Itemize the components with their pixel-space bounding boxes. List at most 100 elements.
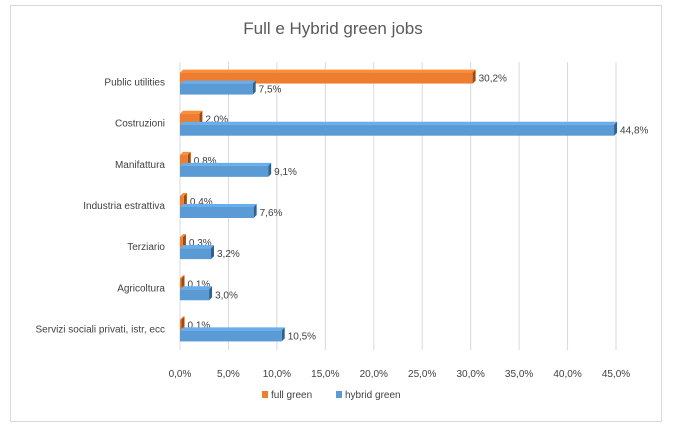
bar-top-face (180, 110, 203, 114)
bar-top-face (180, 162, 272, 166)
bar-hybrid-green: 3,2% (180, 245, 240, 260)
bar-top-face (180, 245, 215, 249)
bar-front-face (180, 113, 200, 125)
bar-full-green: 0,1% (180, 316, 210, 331)
legend-swatch (262, 391, 268, 398)
bar-top-face (180, 286, 213, 290)
bar-side-face (181, 316, 185, 331)
x-tick-label: 5,0% (217, 369, 240, 380)
bar-front-face (180, 165, 269, 177)
bar-front-face (180, 207, 254, 218)
bar-front-face (180, 248, 212, 260)
legend: full green hybrid green (262, 390, 401, 401)
data-label: 0,1% (188, 320, 211, 331)
bar-front-face (180, 237, 183, 249)
x-tick-label: 35,0% (505, 369, 533, 380)
bar-front-face (180, 124, 615, 136)
chart-title: Full e Hybrid green jobs (243, 19, 423, 38)
bar-hybrid-green: 10,5% (180, 327, 316, 342)
legend-item-full-green: full green (262, 390, 312, 401)
bar-top-face (180, 204, 257, 207)
data-label: 10,5% (288, 331, 316, 342)
bar-side-face (187, 151, 191, 166)
x-tick-label: 15,0% (311, 369, 339, 380)
bar-side-face (211, 245, 215, 260)
data-label: 7,5% (259, 85, 282, 96)
category-label: Industria estrattiva (83, 201, 165, 212)
data-label: 0,4% (190, 197, 213, 208)
bar-side-face (281, 327, 285, 342)
data-label: 7,6% (260, 208, 283, 219)
category-label: Public utilities (104, 78, 165, 89)
bar-side-face (268, 162, 272, 177)
bar-top-face (180, 151, 191, 155)
bar-hybrid-green: 3,0% (180, 286, 238, 301)
bar-front-face (180, 196, 184, 207)
category-label: Servizi sociali privati, istr, ecc (36, 324, 165, 335)
bar-full-green: 0,1% (180, 275, 210, 290)
data-label: 3,2% (217, 249, 240, 260)
bar-front-face (180, 278, 182, 290)
x-tick-label: 25,0% (408, 369, 436, 380)
category-labels: Public utilities Costruzioni Manifattura In… (36, 78, 166, 336)
category-label: Costruzioni (115, 119, 165, 130)
legend-swatch (336, 391, 342, 398)
bar-top-face (180, 193, 187, 196)
bar-top-face (180, 327, 285, 331)
bar-front-face (180, 319, 182, 331)
legend-label: hybrid green (345, 390, 401, 401)
data-label: 0,1% (188, 279, 211, 290)
gridlines (179, 62, 617, 350)
bar-hybrid-green: 7,5% (180, 80, 282, 96)
bar-full-green: 2,0% (180, 110, 228, 126)
bar-full-green: 0,3% (180, 234, 212, 249)
bar-top-face (180, 234, 186, 238)
bar-side-face (183, 193, 187, 207)
x-tick-label: 45,0% (602, 369, 630, 380)
bar-top-face (180, 80, 256, 84)
bar-full-green: 30,2% (180, 69, 507, 85)
data-label: 3,0% (215, 290, 238, 301)
category-label: Terziario (127, 242, 165, 253)
category-label: Manifattura (115, 160, 165, 171)
bar-top-face (180, 69, 476, 73)
bar-side-face (209, 286, 213, 301)
bar-side-face (253, 204, 257, 218)
bar-top-face (180, 121, 618, 125)
bars: 30,2% 7,5% 2,0% 44,8% 0,8% 9,1% 0,4% 7,6% 0,3% 3,… (180, 69, 649, 342)
bar-front-face (180, 289, 210, 301)
x-tick-label: 30,0% (456, 369, 484, 380)
data-label: 44,8% (620, 126, 648, 137)
x-tick-labels: 0,0% 5,0% 10,0% 15,0% 20,0% 25,0% 30,0% 35,0% 40… (169, 369, 631, 380)
bar-full-green: 0,4% (180, 193, 213, 208)
bar-side-face (199, 110, 203, 125)
bar-hybrid-green: 44,8% (180, 121, 649, 137)
bar-front-face (180, 83, 253, 95)
x-tick-label: 20,0% (360, 369, 388, 380)
bar-top-face (180, 316, 185, 320)
legend-item-hybrid-green: hybrid green (336, 390, 401, 401)
x-tick-label: 40,0% (553, 369, 581, 380)
bar-hybrid-green: 7,6% (180, 204, 283, 219)
bar-side-face (252, 80, 256, 95)
data-label: 30,2% (479, 74, 507, 85)
x-tick-label: 10,0% (263, 369, 291, 380)
data-label: 0,3% (189, 238, 212, 249)
data-label: 2,0% (205, 115, 228, 126)
bar-front-face (180, 154, 188, 166)
bar-side-face (472, 69, 476, 84)
bar-side-face (614, 121, 618, 136)
bar-front-face (180, 330, 282, 342)
category-label: Agricoltura (117, 283, 165, 294)
bar-top-face (180, 275, 185, 279)
bar-side-face (181, 275, 185, 290)
data-label: 9,1% (274, 167, 297, 178)
x-tick-label: 0,0% (169, 369, 192, 380)
bar-hybrid-green: 9,1% (180, 162, 297, 178)
bar-side-face (182, 234, 186, 249)
data-label: 0,8% (194, 156, 217, 167)
bar-full-green: 0,8% (180, 151, 217, 167)
bar-front-face (180, 72, 473, 84)
legend-label: full green (271, 390, 312, 401)
